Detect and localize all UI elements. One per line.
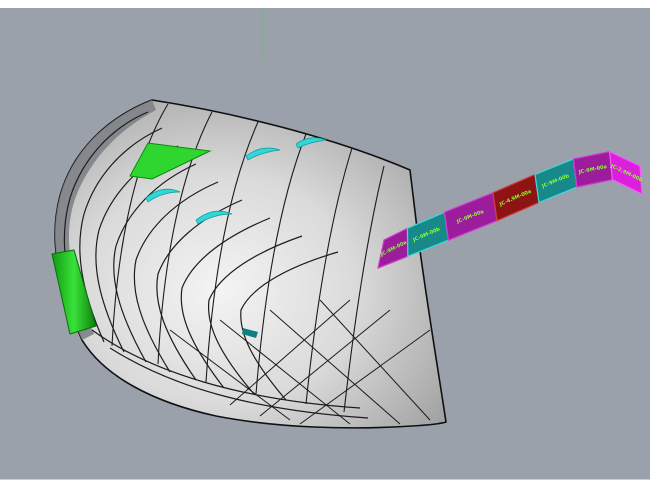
cyan-seam-highlight — [245, 147, 281, 161]
edge-highlights — [51, 137, 327, 338]
plate-checkerboard: JC-9M-00aJC-9M-00bJC-9M-00aJC-4.9M-00aJC… — [377, 150, 644, 269]
diagonal-seam-line — [299, 329, 431, 425]
green-highlight-panel[interactable] — [129, 142, 212, 180]
frame-seam-line — [111, 103, 169, 347]
strake-seam-line — [207, 235, 303, 395]
strake-seam-line — [91, 329, 361, 409]
strake-seam-line — [133, 181, 219, 373]
hull-shadow-edge — [55, 100, 156, 340]
cyan-seam-highlight — [195, 210, 233, 225]
frame-seam-line — [255, 133, 307, 395]
plate-cell[interactable] — [608, 150, 643, 195]
diagonal-seam-line — [259, 309, 391, 417]
diagonal-seam-line — [269, 309, 401, 425]
viewport-frame-top — [0, 0, 650, 8]
frame-seam-line — [205, 121, 259, 383]
strake-seam-line — [240, 251, 339, 401]
diagonal-seam-line — [319, 299, 431, 421]
green-edge-strip[interactable] — [51, 249, 97, 335]
cyan-seam-highlight — [295, 137, 327, 149]
plate-label: JC-9M-00a — [577, 164, 607, 176]
cyan-seam-highlight — [145, 188, 181, 203]
diagonal-seam-line — [219, 319, 351, 425]
frame-seam-line — [157, 111, 213, 365]
frame-seam-line — [305, 147, 353, 405]
frame-seam-line — [343, 165, 385, 413]
hull-model: JC-9M-00aJC-9M-00bJC-9M-00aJC-4.9M-00aJC… — [51, 99, 644, 429]
diagonal-seam-line — [229, 299, 351, 406]
gray-bow-section[interactable] — [54, 99, 447, 429]
teal-seam-mark — [242, 328, 258, 338]
viewport-frame-bottom — [0, 480, 650, 488]
strake-seam-line — [113, 163, 197, 363]
strake-seam-line — [109, 347, 369, 419]
diagonal-seam-line — [169, 329, 291, 421]
